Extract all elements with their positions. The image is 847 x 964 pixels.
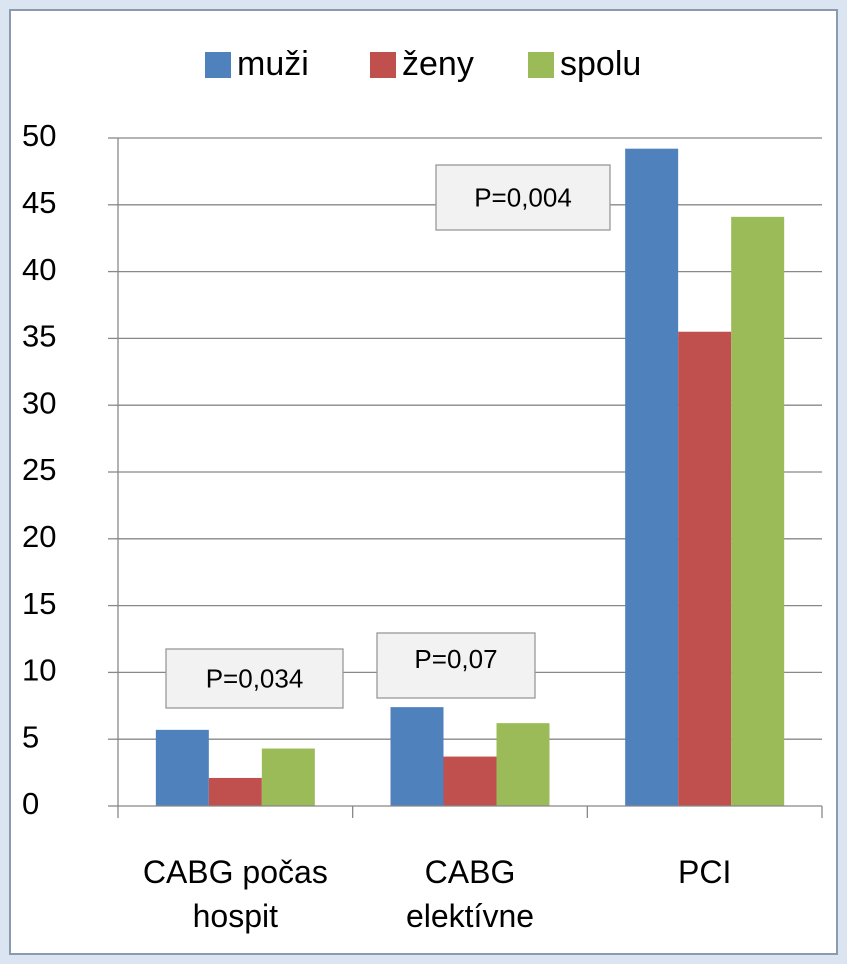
bar <box>443 756 497 806</box>
y-tick-label: 10 <box>22 653 56 688</box>
bar <box>731 216 785 807</box>
bar <box>261 748 315 806</box>
legend-label: muži <box>237 45 309 83</box>
y-tick-label: 5 <box>22 719 39 754</box>
legend-label: ženy <box>402 45 474 83</box>
annotation: P=0,034 <box>206 663 304 693</box>
y-tick-label: 0 <box>22 786 39 821</box>
bar <box>208 777 262 806</box>
y-tick-label: 40 <box>22 252 56 287</box>
legend-swatch <box>528 52 554 78</box>
annotation-box <box>376 632 536 699</box>
bar <box>390 707 444 806</box>
legend-swatch <box>370 52 396 78</box>
y-tick-label: 15 <box>22 586 56 621</box>
annotation-box <box>435 164 611 231</box>
y-tick-label: 50 <box>22 118 56 153</box>
y-tick-label: 25 <box>22 452 56 487</box>
bar <box>625 148 679 807</box>
annotation: P=0,004 <box>474 182 572 212</box>
y-tick-label: 30 <box>22 385 56 420</box>
y-tick-label: 45 <box>22 185 56 220</box>
x-tick-label: CABG počas hospit <box>142 854 328 934</box>
y-tick-label: 20 <box>22 519 56 554</box>
bar <box>496 723 550 806</box>
annotation: P=0,07 <box>414 644 497 674</box>
legend-label: spolu <box>560 45 641 83</box>
bar <box>155 729 209 806</box>
annotation-box <box>165 648 344 709</box>
bar <box>678 331 732 806</box>
legend-swatch <box>205 52 231 78</box>
x-tick-label: CABG elektívne <box>405 854 535 934</box>
x-tick-label: PCI <box>677 854 732 890</box>
y-tick-label: 35 <box>22 319 56 354</box>
